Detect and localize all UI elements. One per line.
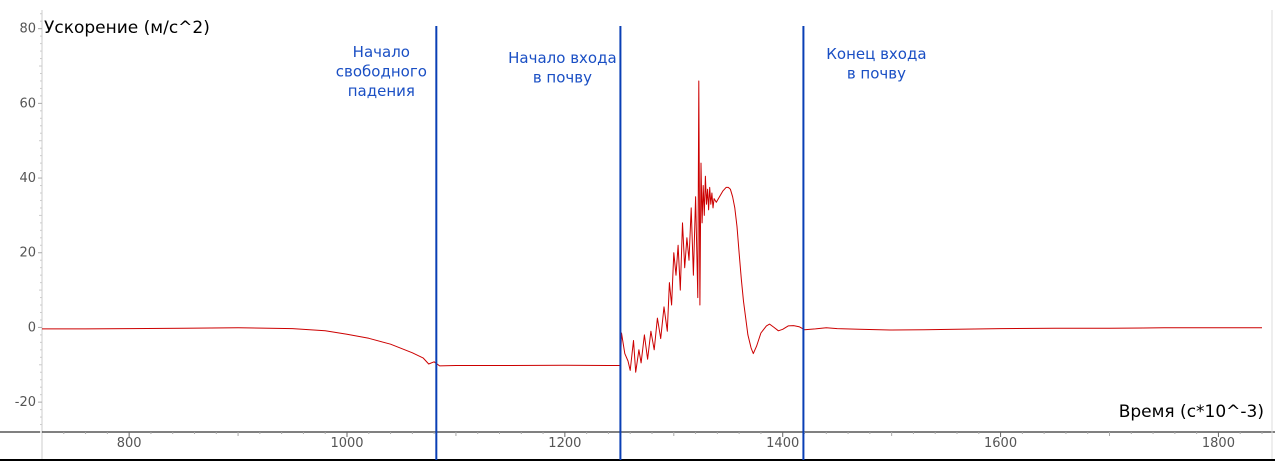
x-axis-ticks: 800 1000 1200 1400 1600 1800 (63, 432, 1263, 451)
x-tick-label: 1000 (330, 436, 363, 451)
event-marker-label: Начало (353, 43, 410, 61)
plot-frame (0, 10, 1275, 461)
event-marker-label: падения (348, 82, 415, 100)
y-tick-label: 20 (19, 246, 36, 261)
x-tick-label: 1400 (766, 436, 799, 451)
event-marker-label: в почву (847, 65, 906, 83)
x-tick-label: 1800 (1202, 436, 1235, 451)
x-tick-label: 1200 (548, 436, 581, 451)
event-marker-label: Начало входа (508, 49, 617, 67)
y-axis-title: Ускорение (м/с^2) (44, 18, 210, 38)
x-tick-label: 800 (117, 436, 142, 451)
y-tick-label: 80 (19, 22, 36, 37)
y-tick-label: -20 (15, 395, 36, 410)
event-marker-label: Конец входа (826, 45, 926, 63)
series-line (42, 80, 1262, 373)
x-axis-title: Время (с*10^-3) (1119, 402, 1264, 422)
y-axis-ticks: -20 0 20 40 60 80 (15, 13, 42, 433)
y-tick-label: 40 (19, 171, 36, 186)
y-tick-label: 60 (19, 96, 36, 111)
event-marker-label: в почву (533, 69, 592, 87)
x-tick-label: 1600 (984, 436, 1017, 451)
y-tick-label: 0 (28, 320, 36, 335)
event-marker-label: свободного (336, 63, 427, 81)
